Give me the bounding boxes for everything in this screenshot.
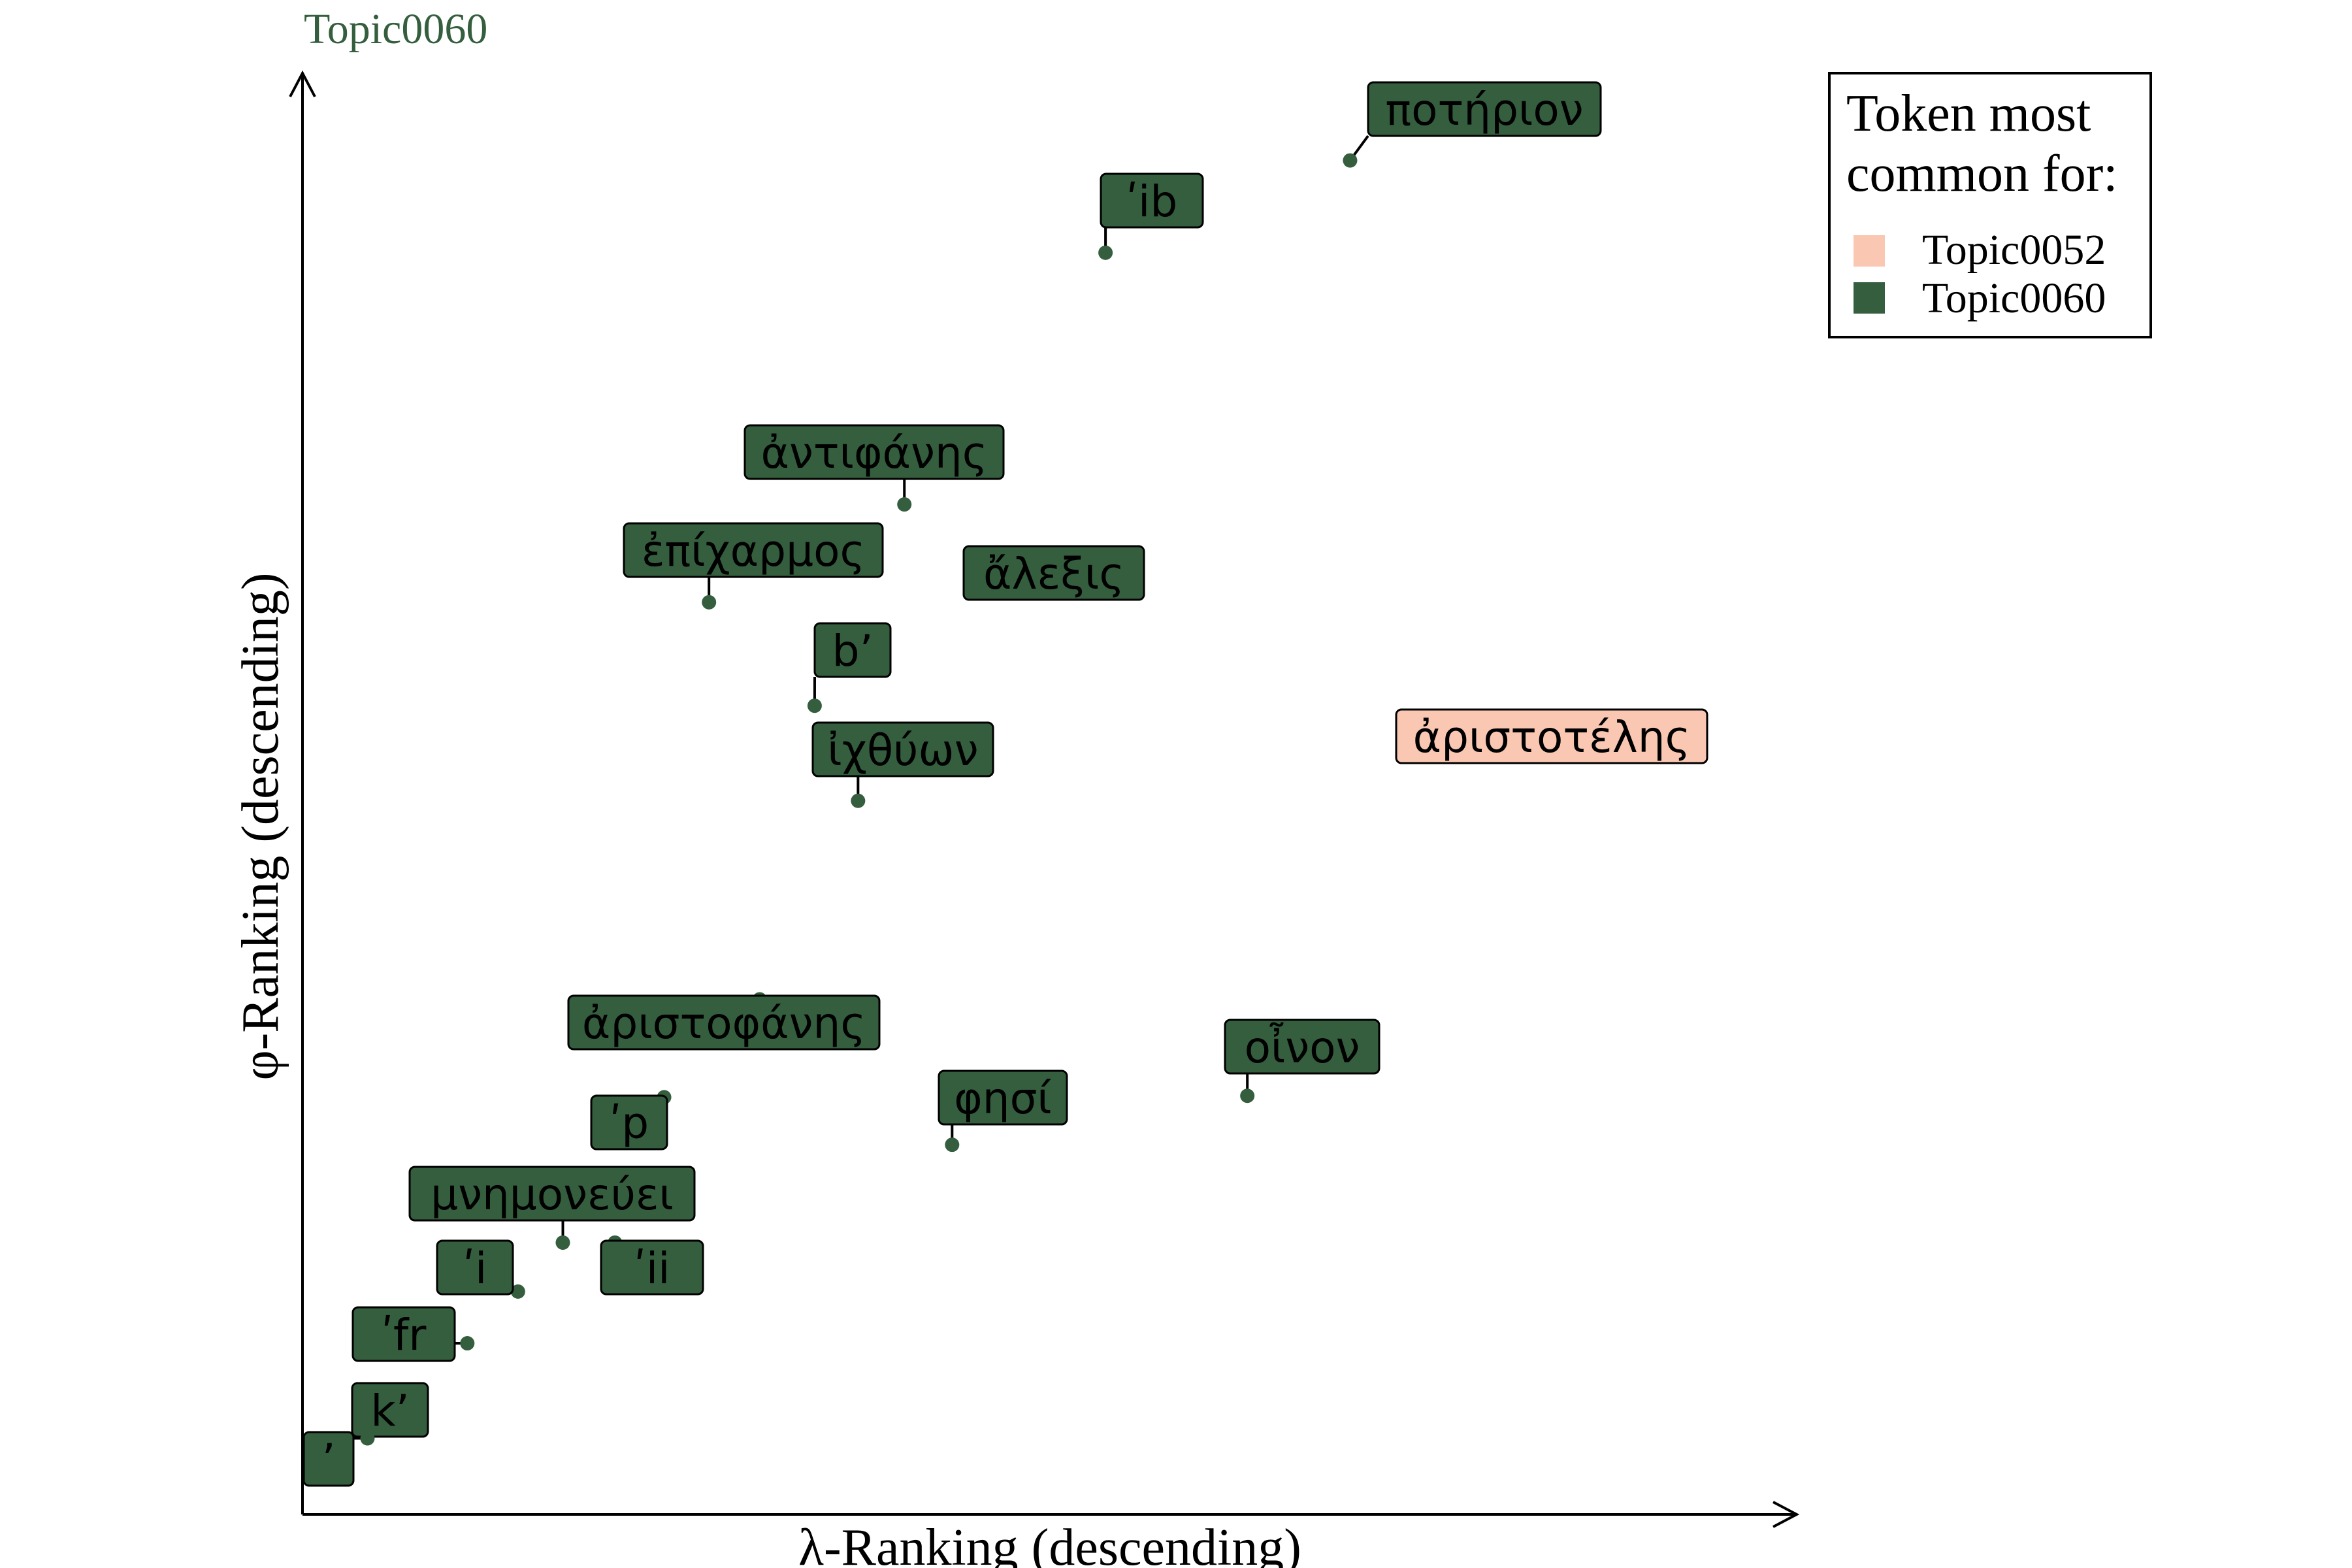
- label-ib-1: ʹib: [1126, 176, 1178, 227]
- legend-label-topic0052: Topic0052: [1922, 226, 2106, 274]
- point-ποτηριον-0: [1343, 153, 1358, 168]
- label-p-10: ʹp: [610, 1098, 649, 1149]
- label-box-b-5: [813, 622, 892, 678]
- label-box-επιχαρμος-4: [623, 522, 884, 578]
- label-box-i-14: [436, 1239, 514, 1296]
- point-ib-1: [1098, 245, 1113, 260]
- legend-title-line-1: Token most: [1846, 85, 2091, 142]
- y-axis-label: φ-Ranking (descending): [232, 572, 289, 1080]
- point-i-14: [510, 1284, 525, 1299]
- label-box-αλεξις-3: [962, 545, 1145, 601]
- point-b-5: [807, 698, 822, 713]
- label-οινον-9: οἶνον: [1245, 1022, 1360, 1073]
- legend-label-topic0060: Topic0060: [1922, 274, 2106, 322]
- label-ii-13: ʹii: [634, 1243, 670, 1294]
- label-fr-15: ʹfr: [382, 1310, 427, 1360]
- label-box-mark-17: [302, 1431, 355, 1487]
- label-mark-17: ’: [322, 1435, 336, 1485]
- label-box-οινον-9: [1224, 1019, 1380, 1075]
- point-αντιφανης-2: [897, 497, 912, 512]
- label-αριστοφανης-8: ἀριστοφάνης: [582, 998, 866, 1049]
- label-box-αριστοτελης-6: [1395, 708, 1708, 764]
- label-i-14: ʹi: [463, 1243, 487, 1294]
- label-ιχθυων-7: ἰχθύων: [827, 725, 978, 776]
- label-box-ποτηριον-0: [1367, 81, 1602, 137]
- label-b-5: b’: [832, 626, 874, 676]
- point-οινον-9: [1240, 1088, 1255, 1103]
- label-box-k-16: [351, 1382, 429, 1438]
- point-mark-17: [360, 1431, 375, 1446]
- point-ιχθυων-7: [851, 793, 866, 808]
- label-box-ιχθυων-7: [811, 721, 994, 777]
- label-box-αντιφανης-2: [743, 424, 1005, 480]
- label-μνημονευει-12: μνημονεύει: [431, 1169, 674, 1220]
- point-επιχαρμος-4: [702, 595, 717, 610]
- label-αριστοτελης-6: ἀριστοτέλης: [1413, 712, 1691, 762]
- label-box-fr-15: [351, 1306, 456, 1362]
- x-axis-arrowhead: [1772, 1501, 1800, 1528]
- label-box-p-10: [590, 1094, 668, 1151]
- x-axis-label: λ-Ranking (descending): [798, 1519, 1301, 1568]
- plot-area: ποτήριον ʹib ἀντιφάνης ἄλεξις ἐπίχαρμος b’ ἀρι…: [302, 81, 1708, 1487]
- legend-swatch-topic0052: [1854, 235, 1885, 267]
- label-αλεξις-3: ἄλεξις: [983, 549, 1124, 599]
- label-box-ii-13: [600, 1239, 704, 1296]
- legend: Token most common for: Topic0052 Topic00…: [1828, 72, 2152, 338]
- y-axis-arrowhead: [289, 70, 316, 97]
- chart-title: Topic0060: [304, 5, 487, 53]
- label-φησι-11: φησί: [954, 1073, 1052, 1124]
- legend-title-line-2: common for:: [1846, 145, 2117, 203]
- point-φησι-11: [945, 1137, 960, 1152]
- label-box-μνημονευει-12: [408, 1166, 696, 1222]
- label-box-ib-1: [1100, 172, 1204, 229]
- legend-swatch-topic0060: [1854, 282, 1885, 314]
- label-box-αριστοφανης-8: [567, 994, 881, 1051]
- label-επιχαρμος-4: ἐπίχαρμος: [642, 526, 865, 576]
- axes: [289, 70, 1800, 1528]
- label-box-φησι-11: [938, 1070, 1068, 1126]
- point-μνημονευει-12: [555, 1235, 570, 1250]
- label-k-16: k’: [370, 1386, 409, 1436]
- label-ποτηριον-0: ποτήριον: [1385, 85, 1583, 135]
- point-fr-15: [460, 1336, 475, 1351]
- label-αντιφανης-2: ἀντιφάνης: [761, 428, 988, 478]
